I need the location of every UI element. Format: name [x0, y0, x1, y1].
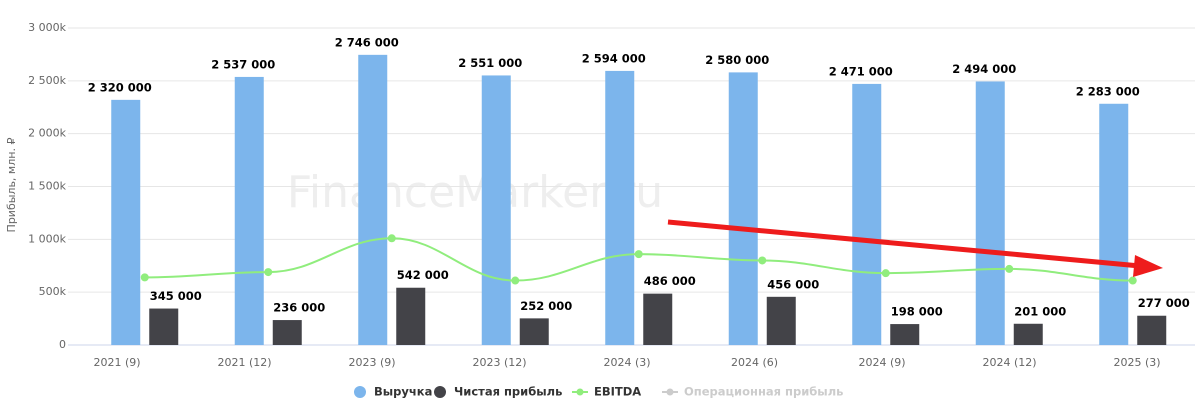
- x-tick-label: 2021 (12): [217, 356, 271, 369]
- legend-symbol: [666, 388, 674, 396]
- bar: [643, 293, 673, 345]
- x-tick-label: 2024 (9): [858, 356, 905, 369]
- bar: [519, 318, 549, 345]
- trend-arrow: [667, 219, 1141, 269]
- value-label: 2 551 000: [458, 56, 522, 70]
- line-point: [1005, 264, 1014, 273]
- bar: [111, 99, 141, 345]
- value-label: 456 000: [767, 277, 819, 291]
- bar: [766, 296, 796, 345]
- x-tick-label: 2023 (9): [348, 356, 395, 369]
- legend-label: Операционная прибыль: [684, 385, 843, 399]
- bar: [234, 76, 264, 345]
- bar: [975, 81, 1005, 345]
- value-label: 542 000: [397, 268, 449, 282]
- line-point: [758, 256, 767, 265]
- y-tick-label: 0: [59, 338, 66, 351]
- legend-symbol: [576, 388, 584, 396]
- legend-symbol: [434, 386, 446, 398]
- bar: [149, 308, 179, 345]
- value-label: 2 746 000: [335, 35, 399, 49]
- trend-arrow-head: [1133, 255, 1163, 277]
- value-label: 2 494 000: [952, 62, 1016, 76]
- y-tick-label: 500k: [39, 285, 67, 298]
- bar: [481, 75, 511, 345]
- bar: [358, 54, 388, 346]
- y-tick-label: 2 000k: [28, 127, 66, 140]
- watermark: FinanceMarker.ru: [287, 167, 663, 218]
- line-point: [140, 273, 149, 282]
- bar: [1013, 323, 1043, 345]
- bar: [728, 72, 758, 345]
- line-point: [264, 268, 273, 277]
- value-label: 2 537 000: [211, 57, 275, 71]
- value-label: 198 000: [891, 305, 943, 319]
- x-tick-label: 2021 (9): [93, 356, 140, 369]
- bar: [852, 83, 882, 345]
- y-tick-label: 1 500k: [28, 180, 66, 193]
- legend-symbol: [354, 386, 366, 398]
- legend-label: EBITDA: [594, 385, 641, 399]
- x-tick-label: 2023 (12): [472, 356, 526, 369]
- value-label: 201 000: [1014, 304, 1066, 318]
- y-tick-label: 2 500k: [28, 74, 66, 87]
- x-tick-label: 2025 (3): [1113, 356, 1160, 369]
- line-point: [634, 250, 643, 259]
- value-label: 2 283 000: [1076, 84, 1140, 98]
- value-label: 2 580 000: [705, 53, 769, 67]
- line-point: [511, 276, 520, 285]
- line-point: [1128, 276, 1137, 285]
- value-label: 2 594 000: [582, 51, 646, 65]
- legend-label: Чистая прибыль: [454, 385, 562, 399]
- line-point: [881, 269, 890, 278]
- bar: [272, 320, 302, 345]
- x-tick-label: 2024 (3): [603, 356, 650, 369]
- y-tick-label: 1 000k: [28, 232, 66, 245]
- value-label: 345 000: [150, 289, 202, 303]
- value-label: 2 320 000: [88, 80, 152, 94]
- x-tick-label: 2024 (6): [731, 356, 778, 369]
- value-label: 252 000: [520, 299, 572, 313]
- bar: [396, 287, 426, 345]
- value-label: 486 000: [644, 274, 696, 288]
- value-label: 2 471 000: [829, 64, 893, 78]
- bar: [1137, 315, 1167, 345]
- x-tick-label: 2024 (12): [982, 356, 1036, 369]
- bar: [605, 70, 635, 345]
- value-label: 236 000: [273, 301, 325, 315]
- legend-label: Выручка: [374, 385, 432, 399]
- y-axis-title: Прибыль, млн. ₽: [5, 138, 18, 233]
- bar: [890, 324, 920, 345]
- line-point: [387, 234, 396, 243]
- value-label: 277 000: [1138, 296, 1190, 310]
- y-tick-label: 3 000k: [28, 21, 66, 34]
- bar: [1099, 103, 1129, 345]
